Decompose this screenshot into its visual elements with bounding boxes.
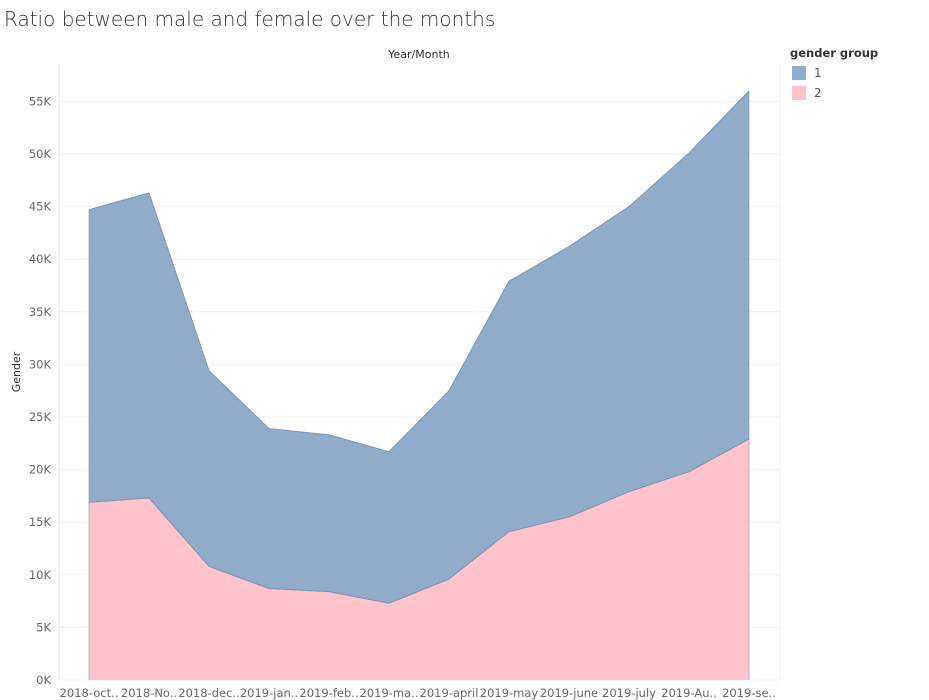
x-tick-label: 2019-Au..	[661, 686, 717, 700]
x-tick-label: 2019-april	[420, 686, 479, 700]
y-tick-label: 40K	[29, 252, 52, 266]
x-axis-title: Year/Month	[387, 48, 450, 61]
y-tick-label: 30K	[29, 357, 52, 371]
legend-label: 1	[814, 66, 822, 80]
legend-swatch	[792, 66, 806, 80]
series-1-line	[88, 90, 750, 453]
y-tick-label: 5K	[36, 620, 51, 634]
chart-title: Ratio between male and female over the m…	[4, 7, 496, 31]
y-tick-label: 45K	[29, 200, 52, 214]
legend-swatch	[792, 86, 806, 100]
y-tick-label: 35K	[29, 305, 52, 319]
y-tick-label: 15K	[29, 515, 52, 529]
y-tick-label: 0K	[36, 673, 51, 687]
legend-item-2[interactable]: 2	[790, 83, 878, 103]
x-tick-label: 2019-jan..	[240, 686, 298, 700]
area-series-1	[89, 90, 749, 604]
x-tick-label: 2019-may	[480, 686, 539, 700]
legend-title: gender group	[790, 46, 879, 60]
y-tick-label: 20K	[29, 463, 52, 477]
x-tick-label: 2018-No..	[121, 686, 177, 700]
legend-item-1[interactable]: 1	[790, 63, 878, 83]
x-tick-label: 2019-se..	[722, 686, 776, 700]
y-tick-label: 10K	[29, 568, 52, 582]
area-series-2	[89, 439, 749, 680]
x-tick-label: 2019-june	[540, 686, 598, 700]
x-tick-label: 2018-oct..	[60, 686, 119, 700]
x-tick-label: 2019-ma..	[360, 686, 419, 700]
y-tick-label: 25K	[29, 410, 52, 424]
x-tick-label: 2019-july	[602, 686, 656, 700]
y-tick-label: 50K	[29, 147, 52, 161]
y-tick-label: 55K	[29, 94, 52, 108]
y-axis-title: Gender	[10, 351, 23, 392]
series-2-line	[88, 438, 750, 604]
legend-label: 2	[814, 86, 822, 100]
x-tick-label: 2019-feb..	[299, 686, 358, 700]
x-tick-label: 2018-dec..	[178, 686, 239, 700]
